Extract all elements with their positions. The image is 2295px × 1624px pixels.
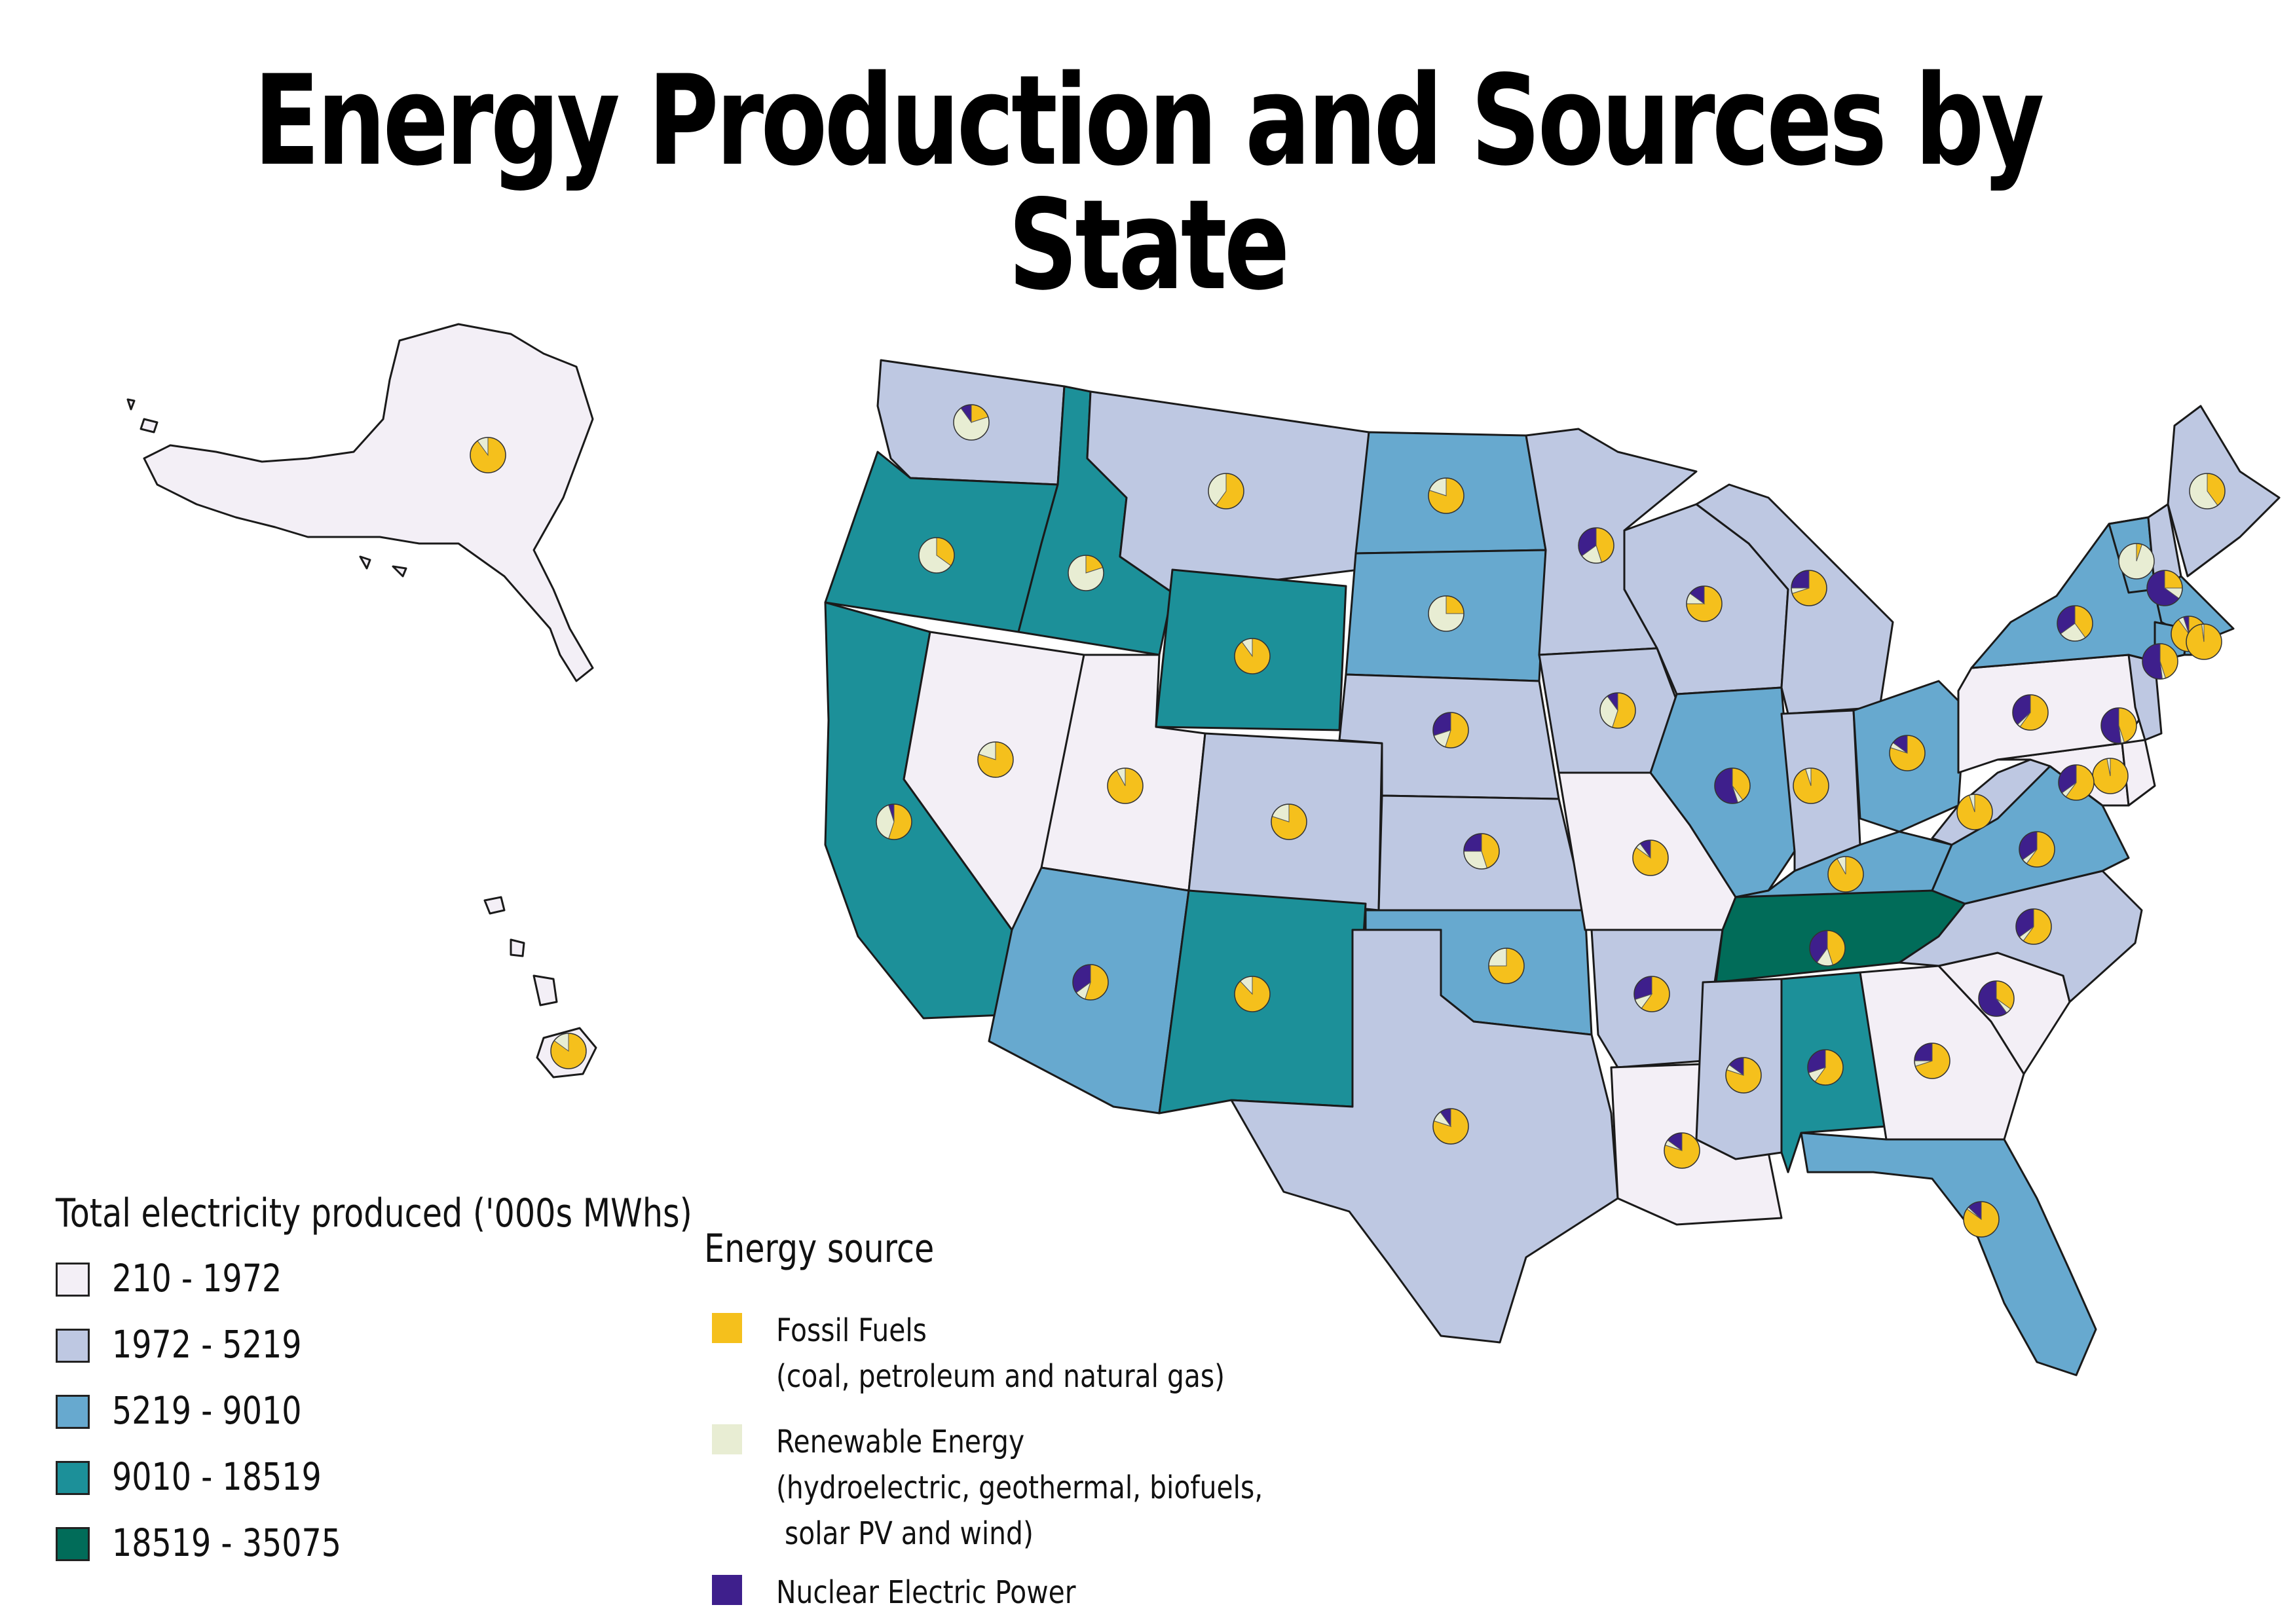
pies-layer bbox=[470, 404, 2226, 1238]
legend-bin-row: 210 - 1972 bbox=[56, 1256, 711, 1322]
legend-source-swatch bbox=[712, 1313, 742, 1343]
legend-source-row: Renewable Energy (hydroelectric, geotherm… bbox=[704, 1419, 1359, 1570]
legend-source-label: Renewable Energy (hydroelectric, geotherm… bbox=[776, 1424, 1263, 1552]
pie-CA bbox=[876, 803, 912, 840]
pie-RI bbox=[2186, 623, 2222, 660]
state-TX[interactable] bbox=[1230, 929, 1619, 1344]
state-MI[interactable] bbox=[1695, 483, 1894, 715]
legend-total-title: Total electricity produced ('000s MWhs) bbox=[56, 1190, 692, 1236]
legend-bin-label: 9010 - 18519 bbox=[112, 1454, 322, 1499]
pie-NJ bbox=[2100, 707, 2137, 744]
pie-NH bbox=[2146, 570, 2183, 606]
pie-NC bbox=[2015, 908, 2052, 945]
pie-ND bbox=[1428, 477, 1465, 514]
state-DE[interactable] bbox=[2121, 739, 2156, 807]
pie-AZ bbox=[1072, 964, 1109, 1001]
pie-WY bbox=[1234, 638, 1271, 674]
pie-KS bbox=[1463, 833, 1500, 870]
legend-bin-row: 5219 - 9010 bbox=[56, 1388, 711, 1454]
pie-CO bbox=[1271, 803, 1307, 840]
state-AK[interactable] bbox=[143, 323, 594, 682]
pie-TN bbox=[1809, 930, 1846, 967]
pie-ME bbox=[2189, 473, 2226, 509]
pie-IA bbox=[1599, 692, 1636, 729]
pie-OK bbox=[1488, 948, 1525, 984]
legend-bin-swatch bbox=[56, 1395, 90, 1429]
pie-MD bbox=[2058, 764, 2095, 801]
pie-NY bbox=[2057, 605, 2093, 642]
state-HI[interactable] bbox=[483, 896, 597, 1079]
pie-WI bbox=[1686, 585, 1723, 622]
pie-HI bbox=[550, 1033, 587, 1069]
pie-NE bbox=[1432, 712, 1469, 748]
legend-bin-label: 1972 - 5219 bbox=[112, 1322, 302, 1367]
pie-MS bbox=[1725, 1057, 1762, 1094]
pie-DE bbox=[2092, 758, 2129, 794]
legend-source-label: Fossil Fuels (coal, petroleum and natural… bbox=[776, 1312, 1225, 1395]
legend-bin-row: 1972 - 5219 bbox=[56, 1322, 711, 1388]
legend-source-row: Nuclear Electric Power bbox=[704, 1570, 1359, 1622]
pie-IN bbox=[1793, 767, 1829, 804]
map-title: Energy Production and Sources by State bbox=[253, 48, 2044, 318]
pie-IL bbox=[1714, 767, 1751, 804]
legend-source-title: Energy source bbox=[704, 1226, 935, 1272]
legend-energy-source: Energy source Fossil Fuels (coal, petrole… bbox=[704, 1226, 1359, 1622]
pie-UT bbox=[1107, 767, 1144, 804]
legend-source-label: Nuclear Electric Power bbox=[776, 1574, 1076, 1611]
pie-AL bbox=[1807, 1049, 1844, 1086]
pie-SD bbox=[1428, 595, 1465, 632]
pie-LA bbox=[1664, 1132, 1700, 1169]
legend-bin-row: 18519 - 35075 bbox=[56, 1521, 711, 1587]
pie-WV bbox=[1956, 794, 1993, 830]
pie-MO bbox=[1632, 840, 1669, 876]
legend-total-electricity: Total electricity produced ('000s MWhs) … bbox=[56, 1190, 711, 1587]
pie-AR bbox=[1633, 976, 1670, 1012]
pie-VT bbox=[2118, 543, 2155, 580]
pie-PA bbox=[2012, 694, 2049, 731]
pie-OR bbox=[918, 537, 955, 574]
pie-VA bbox=[2019, 831, 2055, 868]
state-AK-islands bbox=[126, 398, 407, 578]
legend-bin-swatch bbox=[56, 1461, 90, 1495]
pie-MT bbox=[1208, 473, 1244, 509]
pie-CT bbox=[2142, 643, 2178, 680]
pie-NV bbox=[977, 741, 1014, 778]
pie-KY bbox=[1827, 856, 1864, 893]
legend-bin-label: 18519 - 35075 bbox=[112, 1521, 341, 1565]
pie-MN bbox=[1578, 527, 1614, 564]
pie-FL bbox=[1963, 1201, 2000, 1238]
legend-bin-swatch bbox=[56, 1527, 90, 1561]
pie-MI bbox=[1791, 570, 1827, 606]
legend-source-swatch bbox=[712, 1424, 742, 1454]
pie-NM bbox=[1234, 976, 1271, 1012]
state-FL[interactable] bbox=[1800, 1132, 2097, 1376]
legend-bin-label: 5219 - 9010 bbox=[112, 1388, 302, 1433]
legend-bin-swatch bbox=[56, 1263, 90, 1297]
pie-OH bbox=[1889, 735, 1926, 771]
pie-AK bbox=[470, 437, 506, 473]
pie-GA bbox=[1914, 1043, 1950, 1079]
legend-source-swatch bbox=[712, 1575, 742, 1605]
legend-bin-swatch bbox=[56, 1329, 90, 1363]
pie-ID bbox=[1068, 555, 1104, 591]
pie-WA bbox=[953, 404, 990, 441]
pie-TX bbox=[1432, 1108, 1469, 1145]
legend-bin-row: 9010 - 18519 bbox=[56, 1454, 711, 1521]
legend-bin-label: 210 - 1972 bbox=[112, 1256, 282, 1301]
legend-source-row: Fossil Fuels (coal, petroleum and natural… bbox=[704, 1308, 1359, 1419]
pie-SC bbox=[1978, 980, 2015, 1017]
